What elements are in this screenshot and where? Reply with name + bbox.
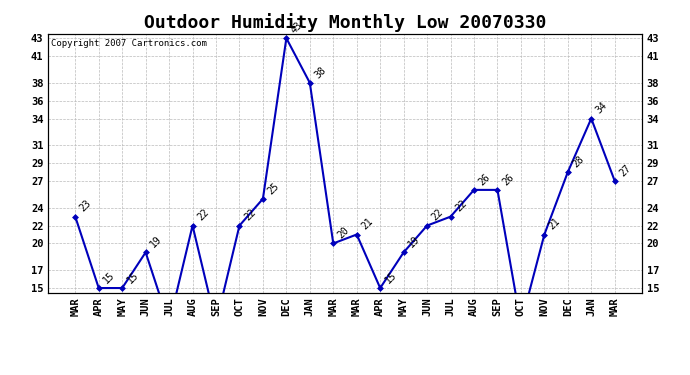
Text: 11: 11	[0, 374, 1, 375]
Text: 21: 21	[359, 216, 375, 232]
Text: 15: 15	[101, 270, 117, 285]
Title: Outdoor Humidity Monthly Low 20070330: Outdoor Humidity Monthly Low 20070330	[144, 13, 546, 32]
Text: 11: 11	[0, 374, 1, 375]
Text: 19: 19	[406, 234, 422, 250]
Text: 20: 20	[336, 225, 351, 241]
Text: 22: 22	[453, 198, 469, 214]
Text: 26: 26	[477, 172, 492, 187]
Text: 11: 11	[0, 374, 1, 375]
Text: 43: 43	[289, 20, 304, 35]
Text: 23: 23	[78, 198, 93, 214]
Text: 19: 19	[148, 234, 164, 250]
Text: 21: 21	[547, 216, 562, 232]
Text: 28: 28	[571, 154, 586, 169]
Text: 22: 22	[430, 207, 445, 223]
Text: 27: 27	[618, 163, 633, 178]
Text: Copyright 2007 Cartronics.com: Copyright 2007 Cartronics.com	[51, 39, 207, 48]
Text: 22: 22	[242, 207, 257, 223]
Text: 22: 22	[195, 207, 210, 223]
Text: 15: 15	[125, 270, 140, 285]
Text: 15: 15	[383, 270, 398, 285]
Text: 26: 26	[500, 172, 515, 187]
Text: 34: 34	[594, 100, 609, 116]
Text: 25: 25	[266, 181, 281, 196]
Text: 38: 38	[313, 64, 328, 80]
